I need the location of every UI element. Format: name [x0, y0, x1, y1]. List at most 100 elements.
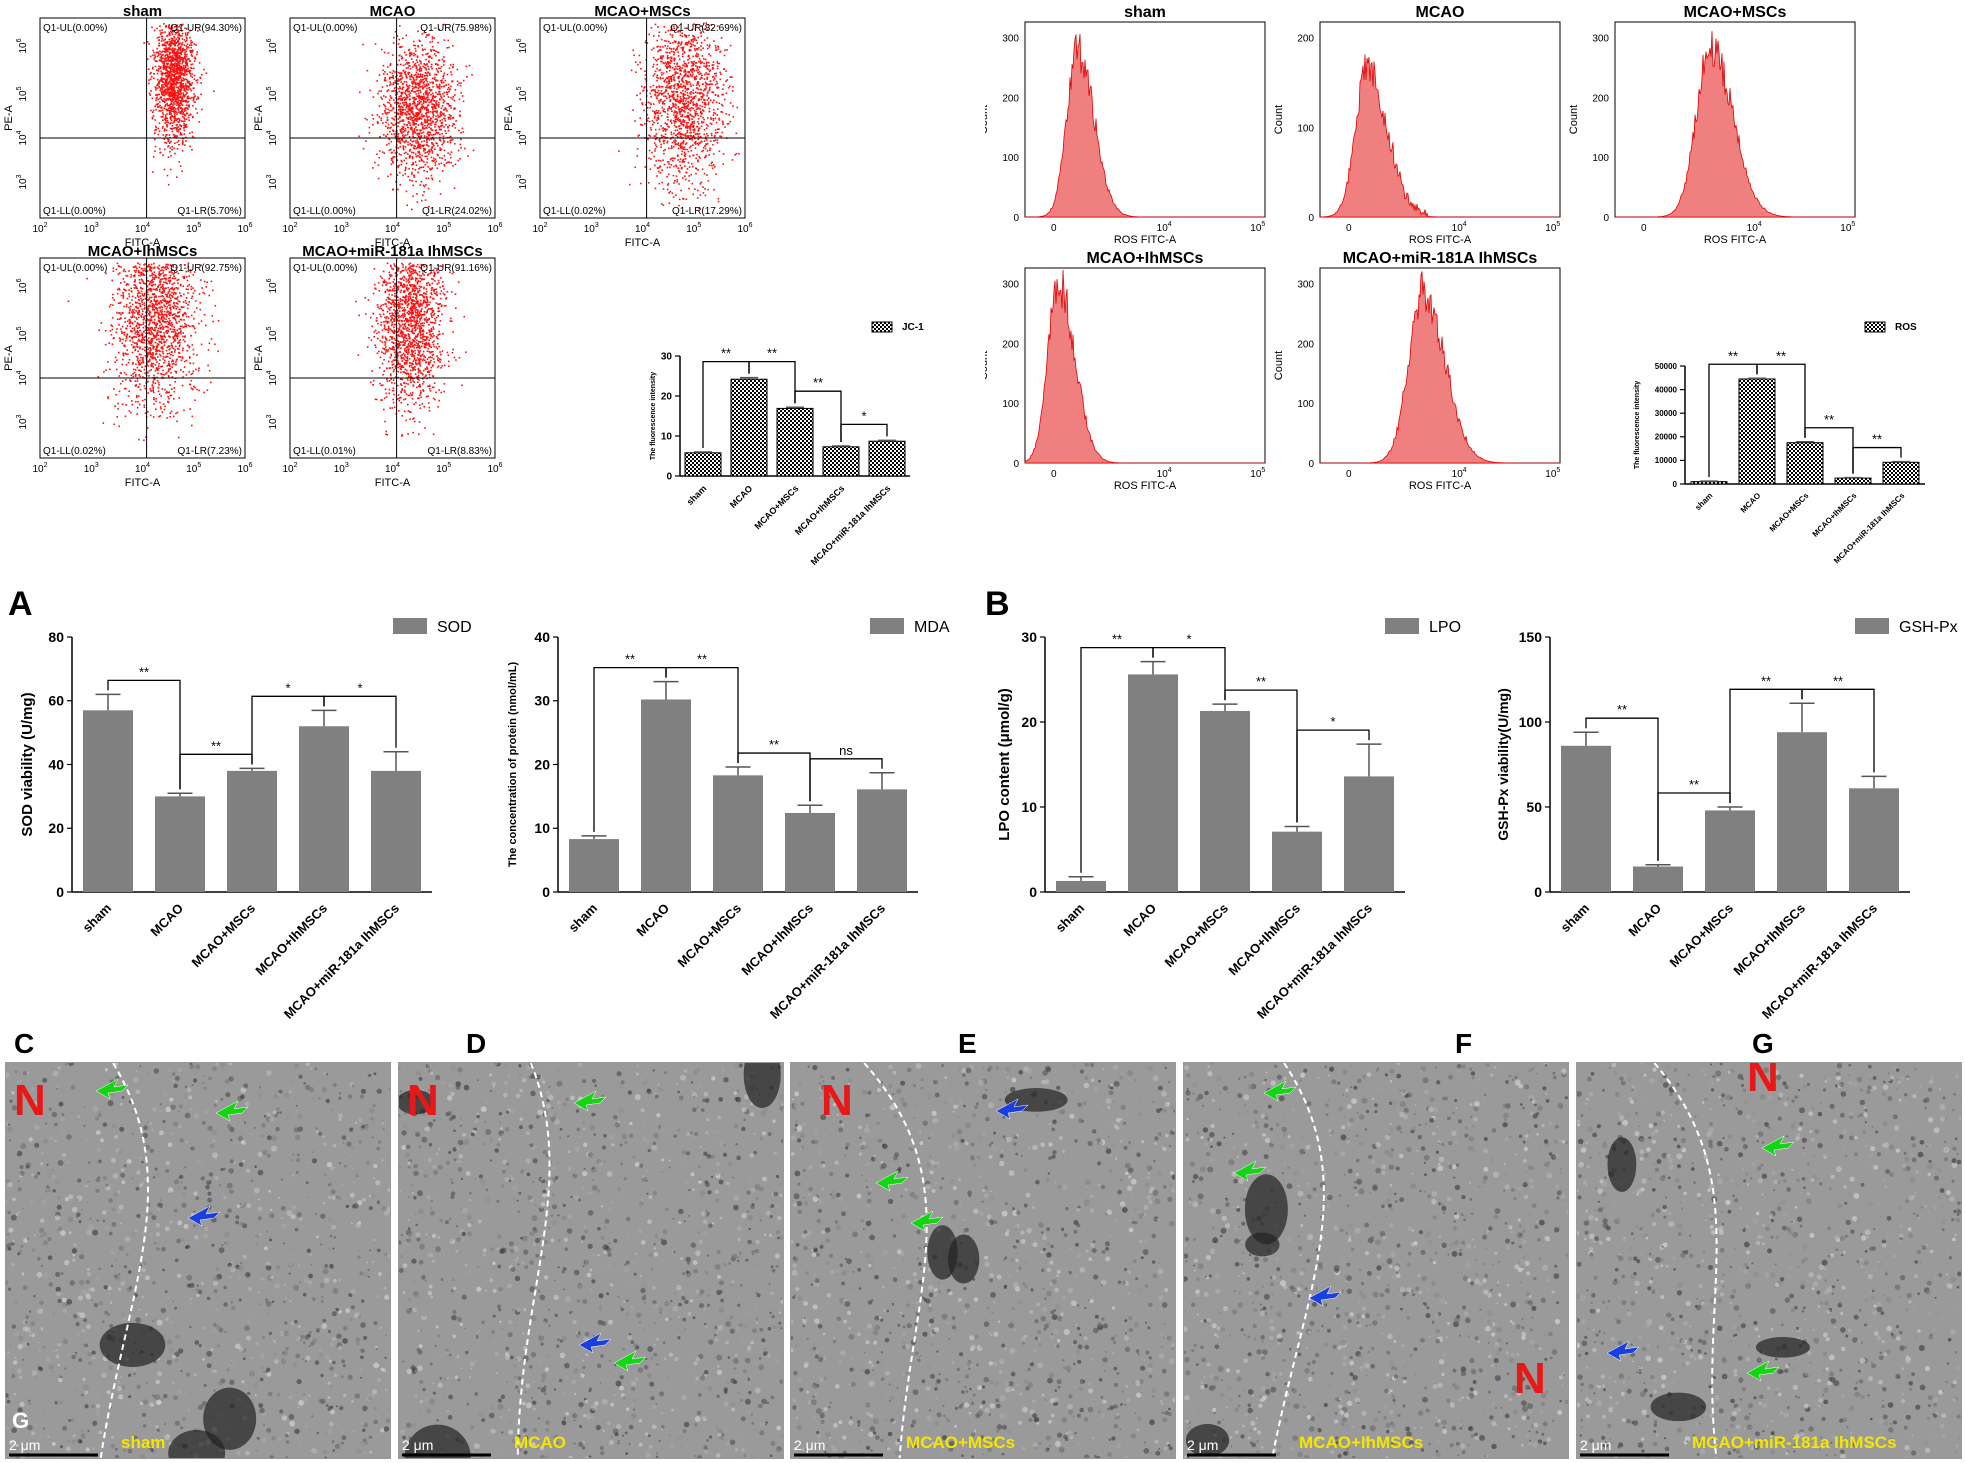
data-point — [435, 118, 437, 120]
data-point — [722, 123, 724, 126]
data-point — [111, 279, 113, 282]
data-point — [667, 80, 670, 83]
data-point — [689, 83, 692, 85]
data-point — [670, 119, 672, 122]
data-point — [172, 42, 175, 45]
data-point — [659, 138, 661, 141]
data-point — [680, 133, 683, 136]
data-point — [685, 137, 687, 140]
data-point — [688, 180, 690, 182]
data-point — [435, 121, 437, 123]
data-point — [168, 70, 171, 73]
data-point — [686, 124, 688, 126]
data-point — [180, 85, 182, 88]
data-point — [148, 370, 151, 372]
data-point — [650, 158, 652, 160]
data-point — [701, 122, 703, 124]
data-point — [707, 83, 710, 86]
data-point — [691, 162, 693, 165]
data-point — [660, 90, 663, 92]
data-point — [640, 182, 642, 185]
data-point — [685, 142, 688, 144]
data-point — [129, 379, 131, 381]
data-point — [686, 135, 688, 137]
data-point — [708, 83, 711, 86]
data-point — [184, 124, 187, 127]
data-point — [394, 135, 397, 137]
data-point — [167, 70, 169, 73]
data-point — [456, 84, 459, 86]
data-point — [412, 103, 414, 105]
data-point — [417, 75, 420, 78]
data-point — [178, 77, 181, 79]
data-point — [724, 49, 726, 51]
data-point — [709, 80, 712, 82]
data-point — [677, 118, 679, 120]
data-point — [445, 84, 448, 86]
data-point — [444, 115, 446, 117]
data-point — [431, 159, 433, 162]
data-point — [402, 128, 405, 131]
data-point — [155, 89, 157, 91]
data-point — [648, 33, 650, 36]
data-point — [153, 321, 156, 324]
data-point — [426, 170, 428, 173]
data-point — [430, 174, 433, 177]
data-point — [692, 64, 694, 67]
data-point — [676, 46, 679, 48]
data-point — [418, 133, 421, 136]
data-point — [417, 95, 419, 97]
data-point — [703, 62, 705, 65]
data-point — [654, 144, 657, 146]
data-point — [169, 106, 172, 108]
data-point — [149, 305, 151, 308]
data-point — [384, 79, 387, 82]
data-point — [668, 40, 670, 43]
tick-base: 10 — [135, 224, 147, 235]
data-point — [195, 98, 198, 101]
data-point — [704, 194, 707, 197]
data-point — [173, 313, 176, 315]
data-point — [182, 111, 184, 114]
data-point — [170, 155, 172, 157]
data-point — [178, 144, 180, 146]
data-point — [183, 49, 185, 52]
data-point — [184, 120, 186, 122]
data-point — [171, 94, 173, 96]
data-point — [420, 115, 423, 118]
data-point — [415, 66, 417, 69]
data-point — [124, 379, 127, 381]
data-point — [394, 123, 397, 125]
data-point — [682, 47, 684, 49]
data-point — [390, 157, 393, 160]
data-point — [667, 66, 670, 68]
data-point — [177, 117, 180, 120]
data-point — [426, 155, 428, 158]
tick-base: 10 — [268, 42, 279, 54]
data-point — [164, 89, 166, 91]
data-point — [412, 120, 415, 122]
data-point — [173, 81, 175, 83]
data-point — [157, 103, 159, 105]
data-point — [422, 78, 424, 81]
data-point — [654, 137, 657, 140]
data-point — [439, 93, 441, 96]
data-point — [675, 116, 677, 119]
data-point — [681, 121, 683, 123]
data-point — [133, 284, 136, 286]
data-point — [364, 117, 367, 120]
data-point — [658, 49, 660, 52]
data-point — [158, 36, 160, 38]
data-point — [136, 287, 138, 290]
data-point — [658, 182, 661, 185]
data-point — [180, 24, 183, 27]
data-point — [716, 108, 719, 110]
data-point — [188, 345, 191, 348]
data-point — [178, 118, 181, 120]
data-point — [435, 68, 438, 70]
tick-base: 10 — [436, 224, 448, 235]
data-point — [670, 48, 672, 50]
data-point — [702, 22, 705, 25]
data-point — [190, 75, 192, 77]
data-point — [437, 64, 439, 66]
